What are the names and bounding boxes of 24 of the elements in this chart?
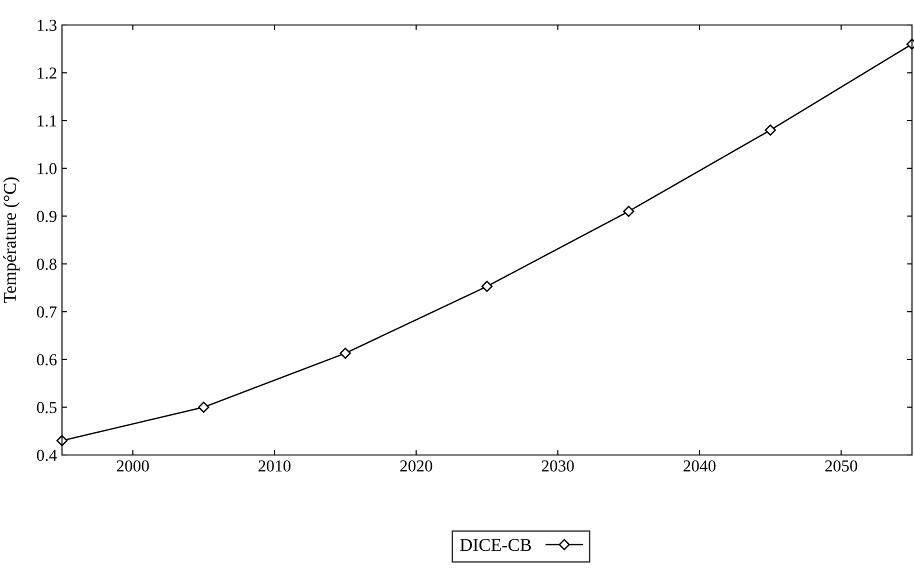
y-tick-label: 1.0 xyxy=(38,163,57,174)
x-tick-label: 2030 xyxy=(542,460,574,472)
x-tick-label: 2040 xyxy=(684,460,716,472)
x-tick-label: 2050 xyxy=(825,460,858,472)
x-tick-label: 2010 xyxy=(258,460,291,472)
y-axis-title: Température (°C) xyxy=(3,177,20,304)
point xyxy=(764,124,776,136)
x-tick-label: 2020 xyxy=(400,460,432,472)
y-tick-label: 0.7 xyxy=(36,306,57,318)
y-tick-label: 1.3 xyxy=(38,20,56,32)
y-tick-label: 0.4 xyxy=(36,450,57,462)
x-tick-label: 2000 xyxy=(116,460,149,472)
legend-label: DICE-CB xyxy=(460,538,531,552)
y-tick-label: 0.9 xyxy=(36,210,56,222)
point xyxy=(481,280,493,292)
y-tick-label: 1.1 xyxy=(38,115,56,127)
point xyxy=(340,348,351,359)
y-tick-label: 0.6 xyxy=(36,354,57,366)
point xyxy=(198,402,210,413)
point xyxy=(623,206,634,217)
y-tick-label: 1.2 xyxy=(38,68,56,79)
y-tick-label: 0.8 xyxy=(36,258,57,270)
y-tick-label: 0.5 xyxy=(36,402,56,414)
point xyxy=(56,435,68,446)
